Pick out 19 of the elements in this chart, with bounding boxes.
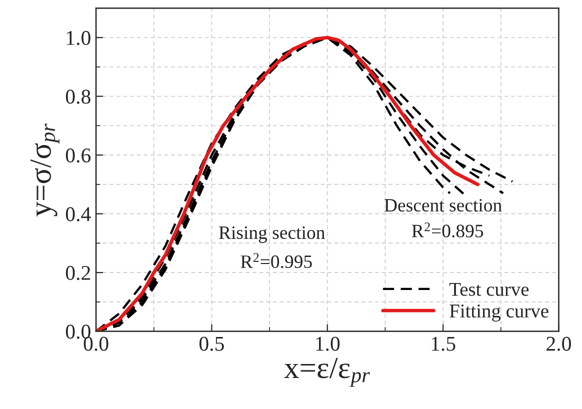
- x-tick-label: 0.5: [199, 336, 224, 351]
- x-tick-label: 2.0: [546, 336, 571, 351]
- y-tick-label: 0.8: [66, 90, 90, 104]
- legend-label: Fitting curve: [450, 304, 548, 322]
- annotation: R$^{2}$=0.895: [412, 222, 484, 238]
- y-tick-label: 1.0: [66, 30, 90, 46]
- x-tick-label: 1.5: [432, 336, 456, 351]
- annotation: R$^{2}$=0.995: [240, 253, 312, 268]
- y-tick-label: 0.4: [66, 207, 91, 222]
- y-tick-label: 0.6: [66, 148, 91, 163]
- y-tick-label: 0.0: [66, 324, 90, 339]
- y-axis-title: y=σ/σ$_{pr}$: [30, 124, 60, 216]
- legend-label: Test curve: [449, 283, 529, 296]
- y-tick-label: 0.2: [66, 266, 90, 280]
- annotation: Descent section: [384, 198, 502, 212]
- x-tick-label: 0.0: [84, 336, 108, 351]
- x-tick-label: 1.0: [316, 336, 340, 351]
- annotation: Rising section: [219, 226, 325, 243]
- x-axis-title: x=ε/ε$_{pr}$: [284, 358, 370, 387]
